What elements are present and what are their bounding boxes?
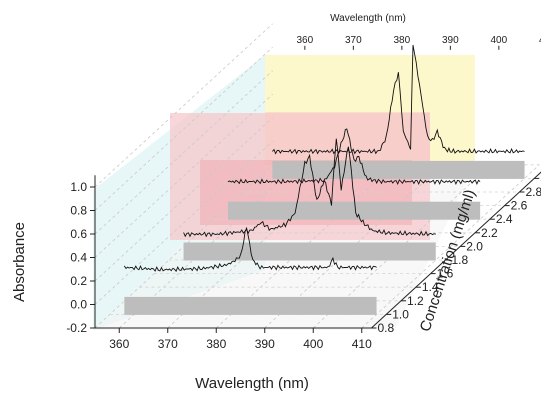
x-top-tick-label: 410 (539, 35, 541, 46)
series-line (272, 44, 525, 155)
x-axis-label: Wavelength (nm) (195, 375, 309, 392)
z-tick-label: 0.8 (377, 321, 394, 335)
z-tick-label: 1.6 (437, 267, 454, 281)
x-tick-label: 380 (206, 337, 226, 351)
x-top-tick-label: 370 (345, 35, 362, 46)
y-tick-label: 0.0 (70, 298, 87, 312)
x-top-axis-label: Wavelength (nm) (330, 13, 406, 24)
series-baseline-band (124, 296, 377, 315)
y-tick-label: -0.2 (66, 321, 87, 335)
z-tick-label: 2.6 (511, 199, 528, 213)
x-tick-label: 390 (255, 337, 275, 351)
x-tick-label: 410 (352, 337, 372, 351)
axes (90, 45, 541, 333)
y-tick-label: 0.6 (70, 227, 87, 241)
tick-labels: 360 370 380 390 400 410-0.20.00.20.40.60.81.0… (66, 35, 541, 351)
z-tick-label: 1.4 (422, 280, 439, 294)
y-axis-label: Absorbance (11, 222, 28, 302)
x-tick-label: 400 (303, 337, 323, 351)
x-tick-label: 360 (109, 337, 129, 351)
x-top-tick-label: 380 (394, 35, 411, 46)
y-tick-label: 0.4 (70, 251, 87, 265)
series-baseline-band (227, 201, 481, 220)
z-tick-label: 1.0 (392, 307, 409, 321)
series-line (123, 226, 377, 273)
series-baseline-band (183, 242, 436, 261)
x-top-tick-label: 390 (442, 35, 459, 46)
z-tick-label: 2.8 (525, 185, 541, 199)
y-tick-label: 0.2 (70, 274, 87, 288)
x-tick-label: 370 (158, 337, 178, 351)
z-tick-label: 2.2 (481, 226, 498, 240)
z-tick-label: 2.0 (466, 239, 483, 253)
series-line (183, 138, 436, 238)
y-tick-label: 1.0 (70, 180, 87, 194)
series-line (227, 128, 481, 186)
x-top-tick-label: 360 (297, 35, 314, 46)
x-top-tick-label: 400 (491, 35, 508, 46)
z-tick-label: 1.8 (451, 253, 468, 267)
z-tick-label: 2.4 (496, 212, 513, 226)
y-tick-label: 0.8 (70, 204, 87, 218)
z-tick-label: 1.2 (407, 294, 424, 308)
series-layer (123, 44, 525, 315)
